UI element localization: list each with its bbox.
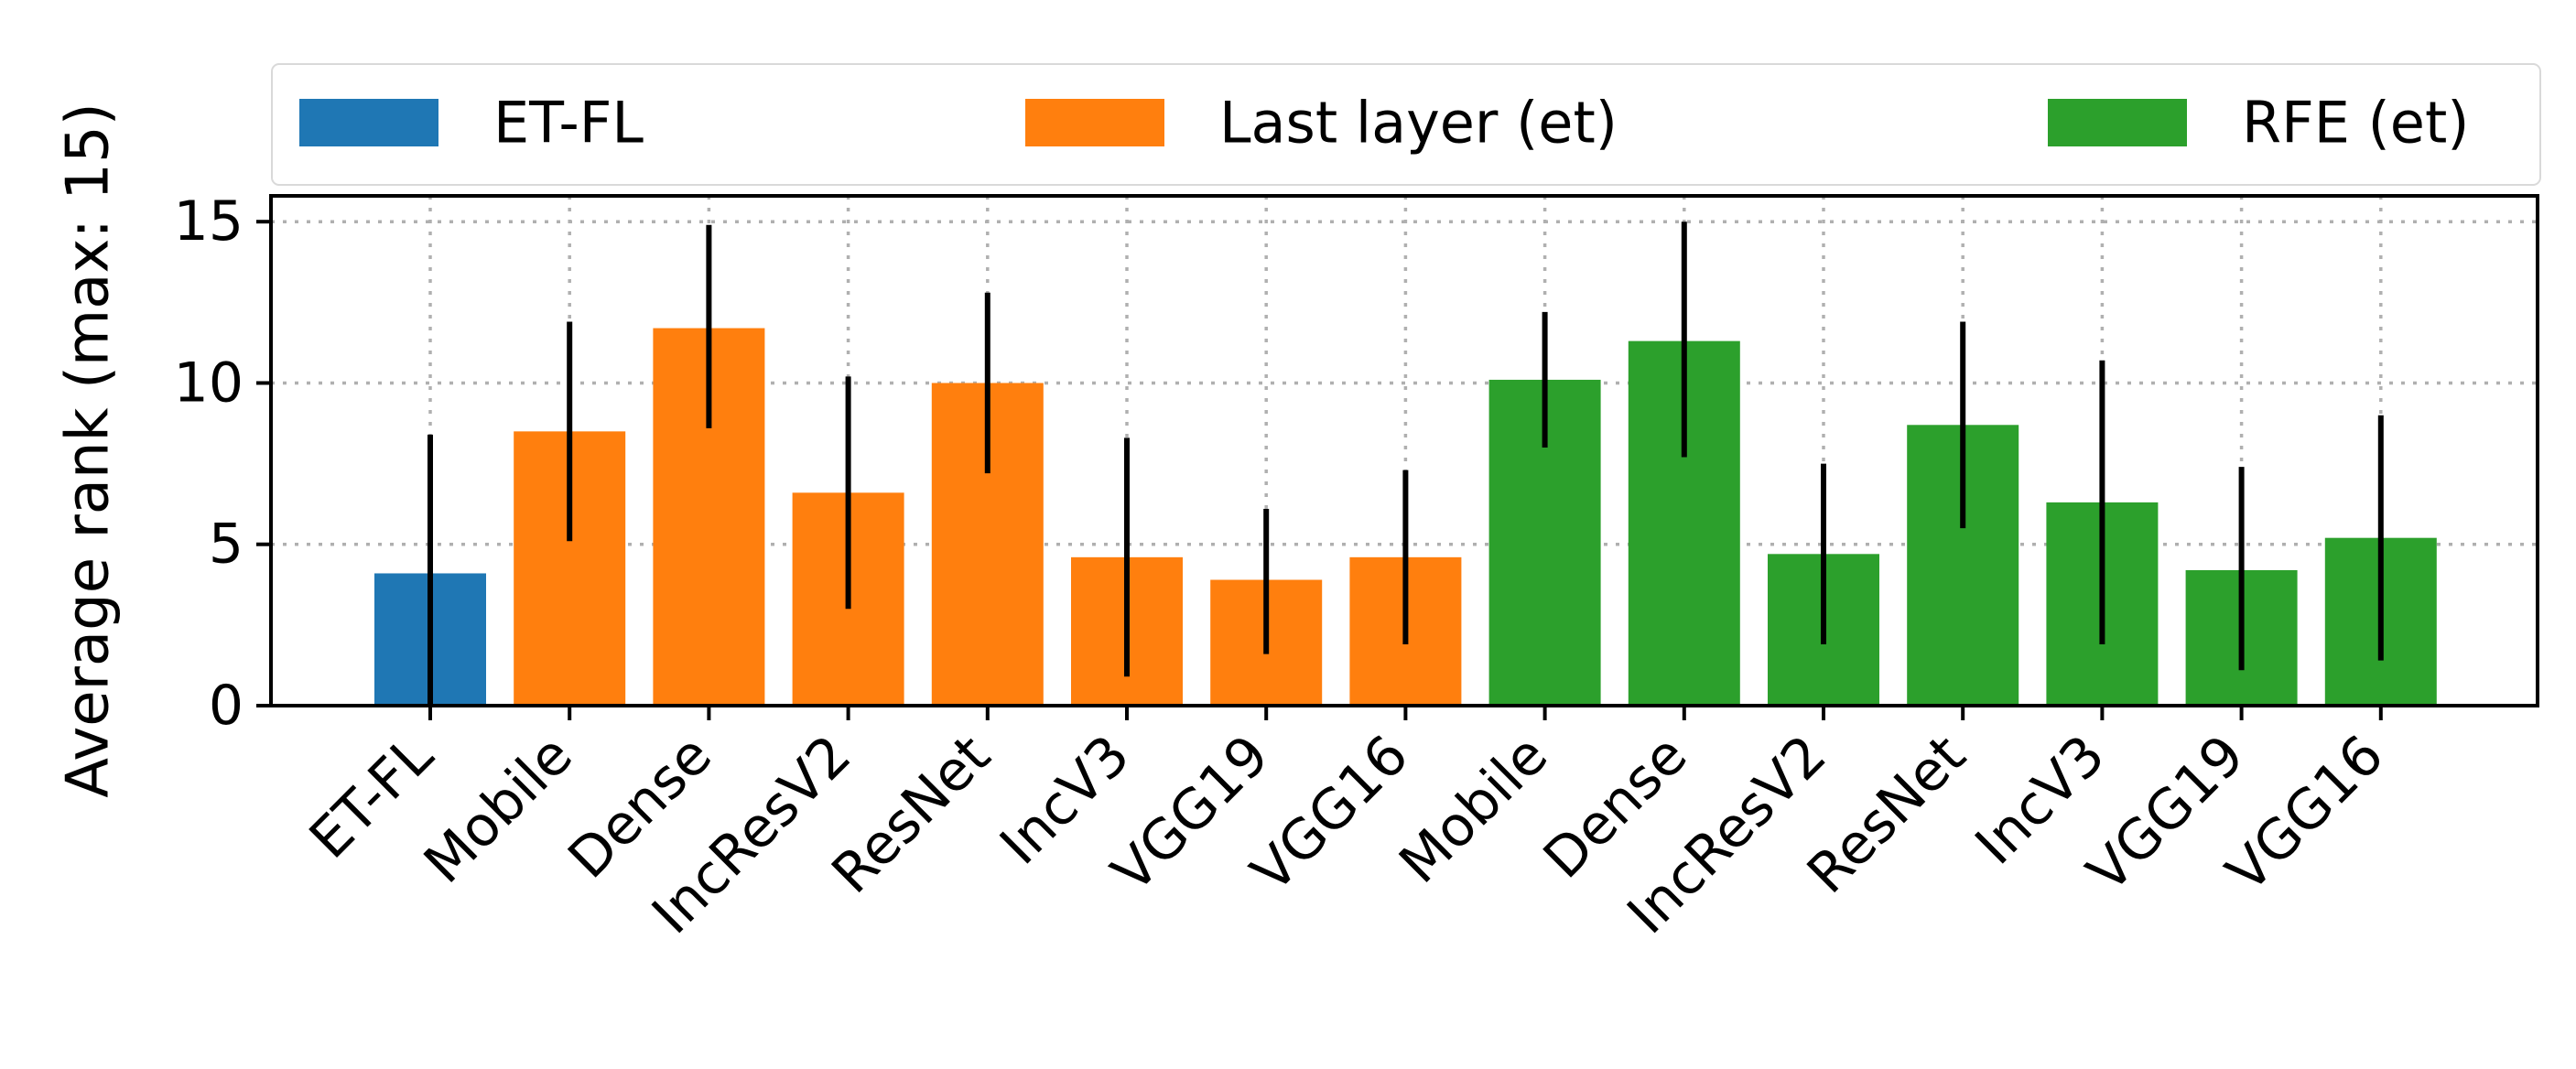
x-tick-label: ResNet [820,723,1003,906]
y-ticks: 0 5 10 15 [174,189,271,738]
y-axis-label: Average rank (max: 15) [55,103,123,797]
legend-box [271,63,2541,186]
x-tick-label: VGG16 [2214,723,2396,904]
error-bars [428,221,2384,706]
x-tick-label: VGG19 [2075,723,2257,904]
legend-label: Last layer (et) [1219,90,1618,157]
legend-swatch [299,99,438,146]
x-tick-label: VGG16 [1239,723,1421,904]
y-tick-label: 0 [209,674,244,738]
legend-swatch [2048,99,2187,146]
legend: ET-FL Last layer (et) RFE (et) [271,63,2541,186]
legend-label: ET-FL [493,90,644,157]
y-tick-label: 15 [174,189,244,254]
bars [374,328,2437,706]
x-tick-label: Mobile [412,723,585,896]
x-tick-label: Mobile [1388,723,1561,896]
x-ticks: ET-FLMobileDenseIncResV2ResNetIncV3VGG19… [298,706,2396,946]
legend-swatch [1025,99,1164,146]
y-tick-label: 5 [209,513,244,577]
x-tick-label: VGG19 [1100,723,1282,904]
legend-label: RFE (et) [2242,90,2469,157]
y-tick-label: 10 [174,351,244,415]
x-tick-label: ResNet [1795,723,1978,906]
